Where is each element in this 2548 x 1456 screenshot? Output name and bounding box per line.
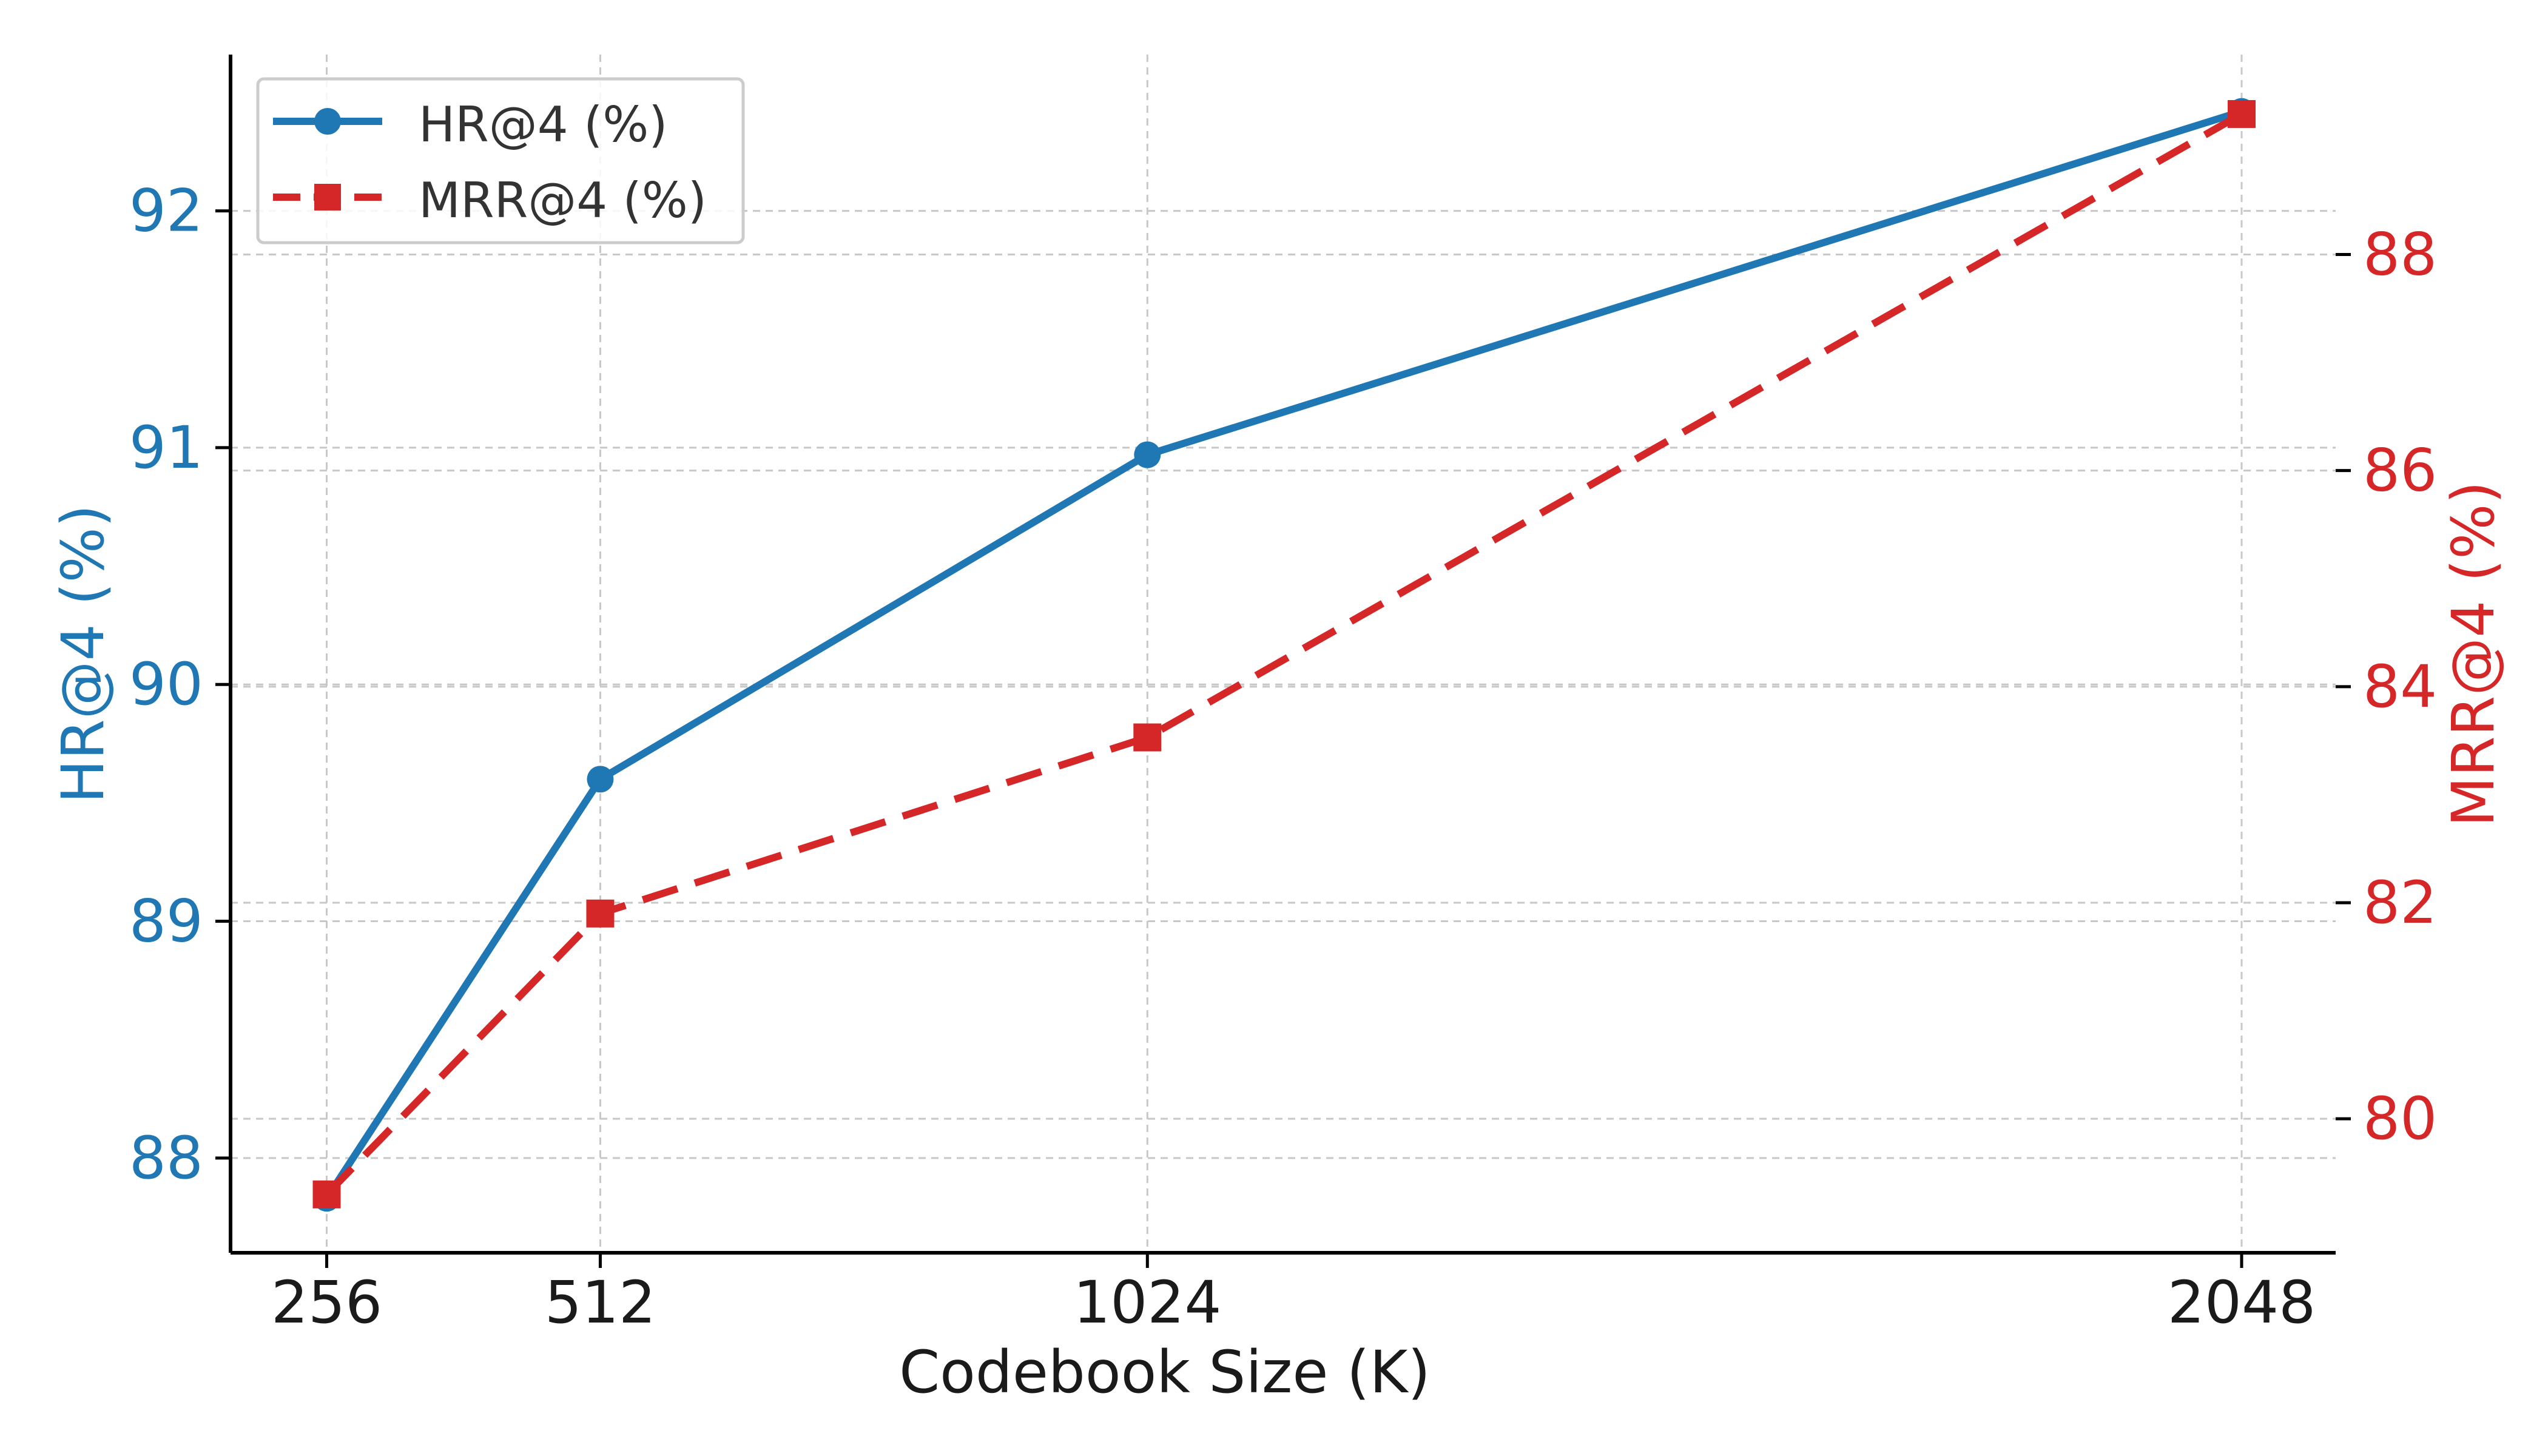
left-y-tick-label: 89 <box>129 888 203 956</box>
left-y-tick-label: 92 <box>129 177 203 245</box>
left-y-tick-label: 91 <box>129 414 203 482</box>
right-y-tick-label: 88 <box>2363 220 2437 288</box>
x-axis-label: Codebook Size (K) <box>899 1338 1431 1406</box>
left-y-tick-label: 90 <box>129 650 203 718</box>
data-point-mrr <box>312 1180 341 1208</box>
right-y-tick-label: 80 <box>2363 1085 2437 1153</box>
right-y-axis-label: MRR@4 (%) <box>2439 481 2507 827</box>
legend-hr-marker <box>314 108 341 135</box>
left-y-tick-label: 88 <box>129 1124 203 1192</box>
right-y-tick-label: 82 <box>2363 869 2437 937</box>
series-line-hr <box>323 107 2243 1201</box>
axes-layer <box>229 55 2336 1255</box>
data-point-hr <box>1134 441 1161 468</box>
series-layer <box>312 98 2256 1212</box>
x-tick-label: 512 <box>545 1269 656 1336</box>
left-y-axis-label: HR@4 (%) <box>49 505 117 804</box>
legend-label-hr: HR@4 (%) <box>419 96 668 153</box>
data-point-mrr <box>586 899 615 928</box>
data-point-mrr <box>2227 99 2256 128</box>
data-point-mrr <box>1133 723 1162 752</box>
ticks-layer: 256 512 1024 2048 88 89 90 91 92 80 82 84 86 88 <box>129 177 2437 1336</box>
legend-mrr-marker <box>314 184 341 211</box>
series-line-mrr <box>324 110 2243 1198</box>
legend: HR@4 (%) MRR@4 (%) <box>256 77 745 244</box>
data-point-hr <box>587 766 614 793</box>
right-y-tick-label: 86 <box>2363 437 2437 505</box>
right-y-tick-label: 84 <box>2363 653 2437 721</box>
x-tick-label: 1024 <box>1073 1269 1221 1336</box>
x-tick-label: 256 <box>271 1269 382 1336</box>
x-tick-label: 2048 <box>2168 1269 2316 1336</box>
legend-label-mrr: MRR@4 (%) <box>419 172 707 229</box>
